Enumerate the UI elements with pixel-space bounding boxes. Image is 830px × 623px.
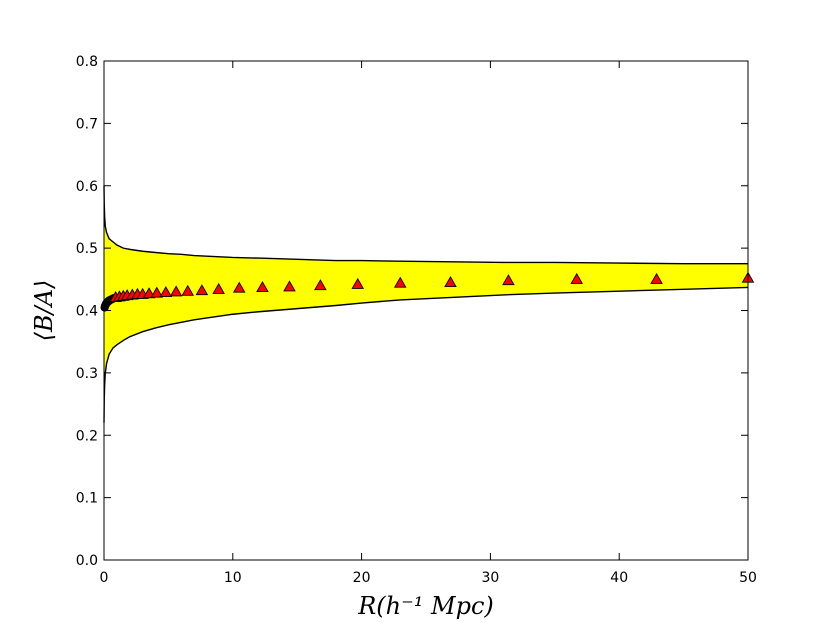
- triangle-marker: [232, 281, 246, 293]
- triangle-marker: [195, 284, 209, 296]
- y-tick-label: 0.5: [76, 241, 98, 257]
- confidence-band: [103, 185, 749, 423]
- y-tick-label: 0.2: [76, 428, 98, 444]
- y-axis-label: ⟨B/A⟩: [30, 280, 58, 342]
- triangle-marker: [502, 274, 515, 286]
- y-tick-label: 0.4: [76, 304, 98, 320]
- triangle-marker: [169, 285, 183, 297]
- x-tick-label: 0: [100, 570, 109, 586]
- y-tick-label: 0.7: [76, 116, 98, 132]
- triangle-marker: [444, 276, 457, 288]
- triangle-markers: [109, 271, 755, 302]
- band-upper-edge: [103, 185, 748, 265]
- band-lower-edge: [103, 286, 749, 423]
- x-tick-label: 10: [224, 570, 242, 586]
- y-tick-label: 0.8: [76, 54, 98, 70]
- triangle-marker: [212, 282, 225, 294]
- triangle-marker: [256, 281, 269, 292]
- axis-ticks: 0 10 20 30 40 50 0.0 0.1 0.2 0.3 0.4 0.5 0.6 0.7 0.8: [76, 54, 757, 586]
- triangle-marker: [150, 286, 164, 298]
- x-tick-label: 30: [481, 570, 499, 586]
- x-tick-label: 20: [353, 570, 371, 586]
- triangle-marker: [393, 276, 407, 288]
- triangle-marker: [314, 279, 327, 291]
- band-fill: [104, 185, 748, 423]
- y-tick-label: 0.3: [76, 366, 98, 382]
- triangle-marker: [570, 272, 583, 284]
- y-tick-label: 0.1: [76, 491, 98, 507]
- triangle-marker: [159, 286, 173, 297]
- triangle-marker: [351, 277, 365, 289]
- x-tick-label: 50: [739, 570, 757, 586]
- y-tick-label: 0.0: [76, 553, 98, 569]
- x-tick-label: 40: [610, 570, 628, 586]
- y-tick-label: 0.6: [76, 179, 98, 195]
- triangle-marker: [181, 284, 194, 296]
- triangle-marker: [283, 280, 296, 292]
- x-axis-label: R(h⁻¹ Mpc): [357, 592, 494, 620]
- triangle-marker: [650, 272, 663, 284]
